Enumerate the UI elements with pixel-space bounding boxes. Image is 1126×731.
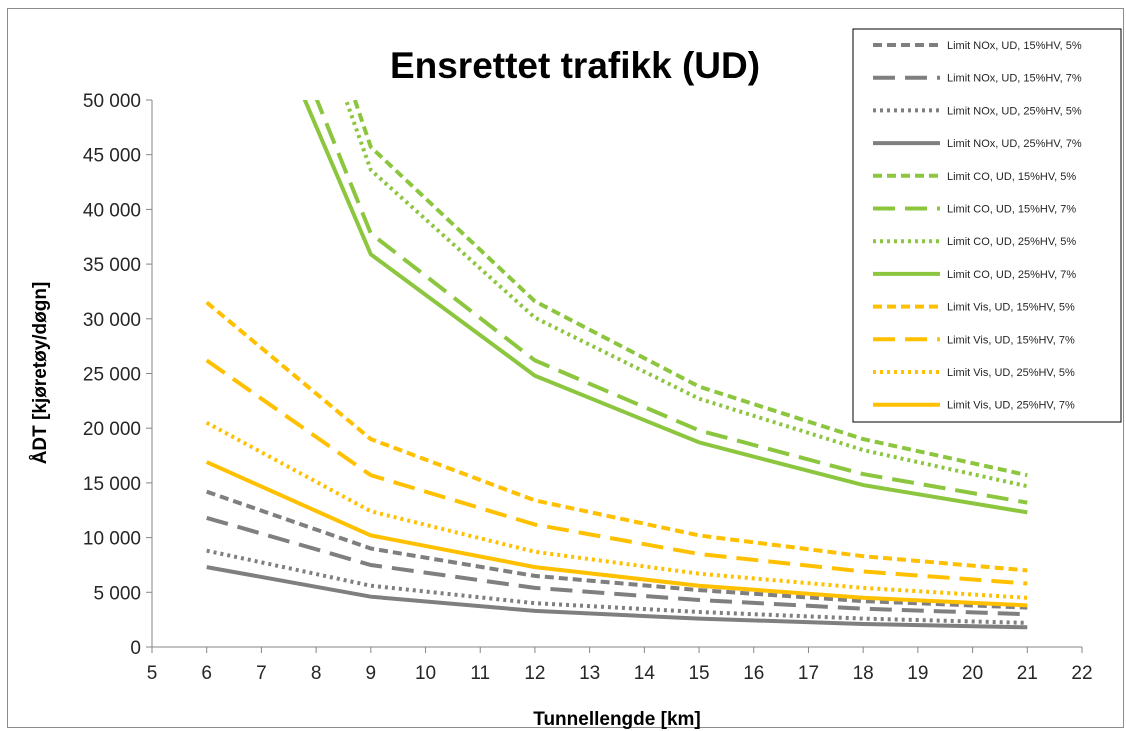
x-tick-label: 19 <box>907 663 928 684</box>
legend-label: Limit CO, UD, 15%HV, 7% <box>947 204 1076 216</box>
series-layer <box>205 100 1028 630</box>
series-line <box>206 565 1028 630</box>
x-tick-label: 11 <box>470 663 490 684</box>
y-tick-label: 20 000 <box>83 419 141 440</box>
y-axis-title: ÅDT [kjøretøy/døgn] <box>30 282 51 465</box>
x-tick-label: 14 <box>634 663 656 684</box>
series-line <box>205 420 1028 600</box>
series-line <box>206 489 1028 610</box>
legend-box <box>852 28 1122 423</box>
y-tick-label: 15 000 <box>83 474 141 495</box>
legend-label: Limit Vis, UD, 15%HV, 7% <box>947 334 1075 346</box>
x-tick-label: 20 <box>962 663 983 684</box>
x-tick-label: 6 <box>201 663 212 684</box>
series-line <box>205 358 1028 586</box>
legend-label: Limit CO, UD, 25%HV, 5% <box>947 236 1076 248</box>
legend-label: Limit NOx, UD, 25%HV, 7% <box>947 138 1082 150</box>
series-line <box>314 100 1028 505</box>
legend-label: Limit Vis, UD, 25%HV, 5% <box>947 367 1075 379</box>
y-tick-label: 10 000 <box>83 529 141 550</box>
x-tick-label: 8 <box>311 663 322 684</box>
series-line <box>205 300 1028 573</box>
x-tick-label: 16 <box>743 663 764 684</box>
legend-label: Limit NOx, UD, 15%HV, 7% <box>947 73 1082 85</box>
x-tick-label: 10 <box>415 663 436 684</box>
legend-label: Limit Vis, UD, 15%HV, 5% <box>947 302 1075 314</box>
x-tick-label: 7 <box>256 663 267 684</box>
y-tick-label: 25 000 <box>83 365 141 386</box>
chart-title: Ensrettet trafikk (UD) <box>390 45 760 86</box>
chart-frame <box>7 8 1124 728</box>
x-axis-title: Tunnellengde [km] <box>533 709 700 730</box>
series-line <box>352 100 1028 478</box>
legend-label: Limit CO, UD, 25%HV, 7% <box>947 269 1076 281</box>
legend-label: Limit NOx, UD, 15%HV, 5% <box>947 40 1082 52</box>
x-tick-label: 13 <box>579 663 600 684</box>
x-tick-label: 9 <box>366 663 377 684</box>
legend-label: Limit CO, UD, 15%HV, 5% <box>947 171 1076 183</box>
y-tick-label: 40 000 <box>83 200 141 221</box>
x-tick-label: 12 <box>524 663 545 684</box>
y-tick-label: 5 000 <box>93 583 141 604</box>
y-tick-label: 30 000 <box>83 310 141 331</box>
y-tick-label: 35 000 <box>83 255 141 276</box>
series-line <box>206 515 1028 617</box>
y-tick-label: 50 000 <box>83 91 141 112</box>
legend: Limit NOx, UD, 15%HV, 5% Limit NOx, UD, 1… <box>852 28 1122 423</box>
legend-label: Limit NOx, UD, 25%HV, 5% <box>947 105 1082 117</box>
y-tick-label: 0 <box>130 638 141 659</box>
x-tick-label: 15 <box>688 663 709 684</box>
x-tick-label: 5 <box>147 663 158 684</box>
series-line <box>205 460 1028 608</box>
x-tick-label: 21 <box>1017 663 1038 684</box>
series-line <box>206 548 1028 625</box>
series-line <box>302 100 1028 515</box>
y-tick-label: 45 000 <box>83 146 141 167</box>
legend-label: Limit Vis, UD, 25%HV, 7% <box>947 400 1075 412</box>
x-tick-label: 17 <box>798 663 819 684</box>
x-tick-label: 18 <box>853 663 874 684</box>
axes: 5 6 7 8 9 10 11 12 13 14 15 16 17 18 19 20 21 22 0 5 000 10 … <box>83 91 1093 684</box>
x-tick-label: 22 <box>1071 663 1092 684</box>
